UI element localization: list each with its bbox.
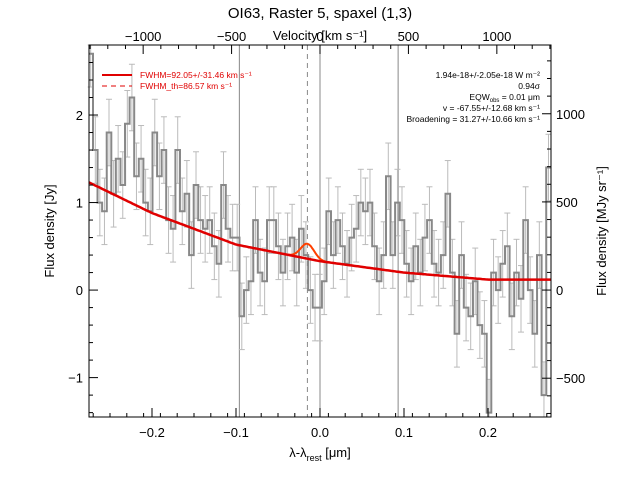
x-tick-label: −0.2	[139, 425, 165, 440]
x-label-main: λ-λ	[289, 445, 307, 460]
x-bottom-axis-label: λ-λrest [μm]	[289, 445, 351, 463]
annotation-line-flux: 1.94e-18+/-2.05e-18 W m⁻²	[436, 70, 541, 80]
legend-label-fwhm: FWHM=92.05+/-31.46 km s⁻¹	[140, 70, 252, 80]
eqw-value: = 0.01 μm	[499, 92, 540, 102]
eqw-subscript: obs	[490, 98, 500, 104]
y-right-tick-label: 500	[556, 195, 578, 210]
y-right-tick-label: 0	[556, 283, 563, 298]
annotation-eqw: EQWobs = 0.01 μm	[469, 92, 540, 104]
y-left-tick-label: −1	[68, 371, 83, 386]
chart-title: OI63, Raster 5, spaxel (1,3)	[228, 5, 412, 22]
top-tick-label: 0	[316, 29, 323, 44]
x-tick-label: 0.2	[479, 425, 497, 440]
x-tick-label: 0.1	[395, 425, 413, 440]
top-tick-label: 500	[398, 29, 420, 44]
x-top-axis-label: Velocity [km s⁻¹]	[273, 28, 367, 43]
y-left-tick-label: 2	[76, 108, 83, 123]
top-tick-label: −500	[217, 29, 246, 44]
continuum-fit-line	[88, 181, 551, 281]
x-label-subscript: rest	[307, 453, 323, 463]
eqw-label: EQW	[469, 92, 489, 102]
annotation-broadening: Broadening = 31.27+/-10.66 km s⁻¹	[407, 114, 541, 124]
x-tick-label: −0.1	[223, 425, 249, 440]
y-right-axis-label: Flux density [MJy sr⁻¹]	[594, 166, 609, 296]
top-tick-label: −1000	[125, 29, 162, 44]
top-tick-label: 1000	[482, 29, 511, 44]
annotation-velocity: v = -67.55+/-12.68 km s⁻¹	[443, 103, 540, 113]
y-left-tick-label: 1	[76, 196, 83, 211]
y-left-axis-label: Flux density [Jy]	[42, 184, 57, 277]
flux-spectrum-line	[89, 52, 551, 414]
x-tick-label: 0.0	[311, 425, 329, 440]
y-right-tick-label: 1000	[556, 107, 585, 122]
legend-label-fwhm-th: FWHM_th=86.57 km s⁻¹	[140, 81, 232, 91]
x-label-unit: [μm]	[322, 445, 351, 460]
y-right-tick-label: −500	[556, 371, 585, 386]
y-left-tick-label: 0	[76, 283, 83, 298]
annotation-significance: 0.94σ	[518, 81, 541, 91]
